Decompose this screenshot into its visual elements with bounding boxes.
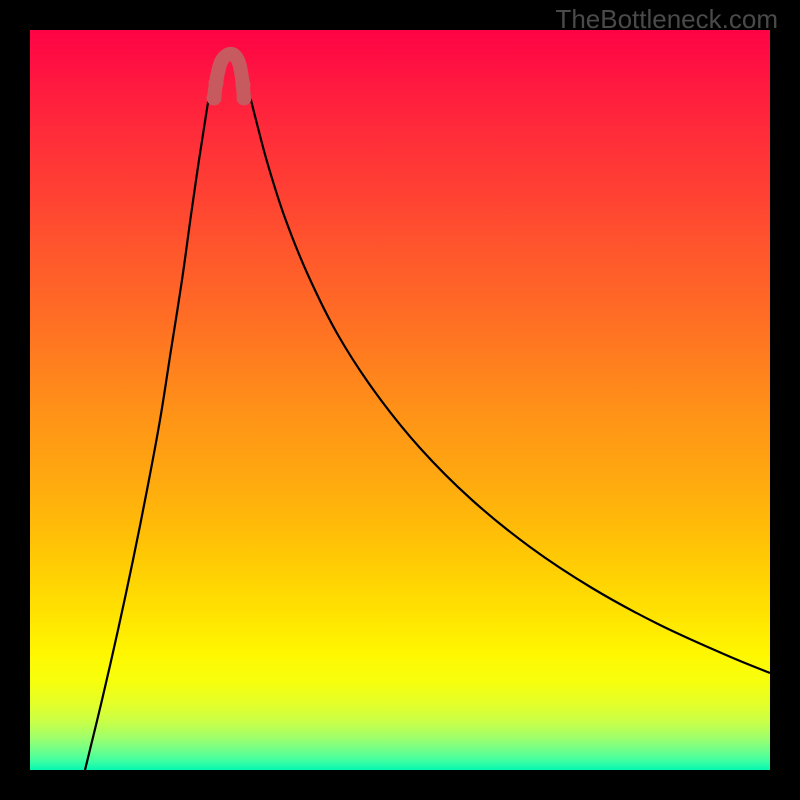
dip-marker-dot — [237, 91, 252, 106]
curve-right — [243, 68, 770, 673]
plot-area — [30, 30, 770, 770]
dip-marker-dot — [209, 76, 224, 91]
dip-marker-dot — [236, 78, 251, 93]
curve-layer — [30, 30, 770, 770]
dip-marker-dot — [207, 91, 222, 106]
chart-frame: TheBottleneck.com — [0, 0, 800, 800]
watermark-text: TheBottleneck.com — [555, 4, 778, 35]
curve-left — [85, 68, 215, 770]
